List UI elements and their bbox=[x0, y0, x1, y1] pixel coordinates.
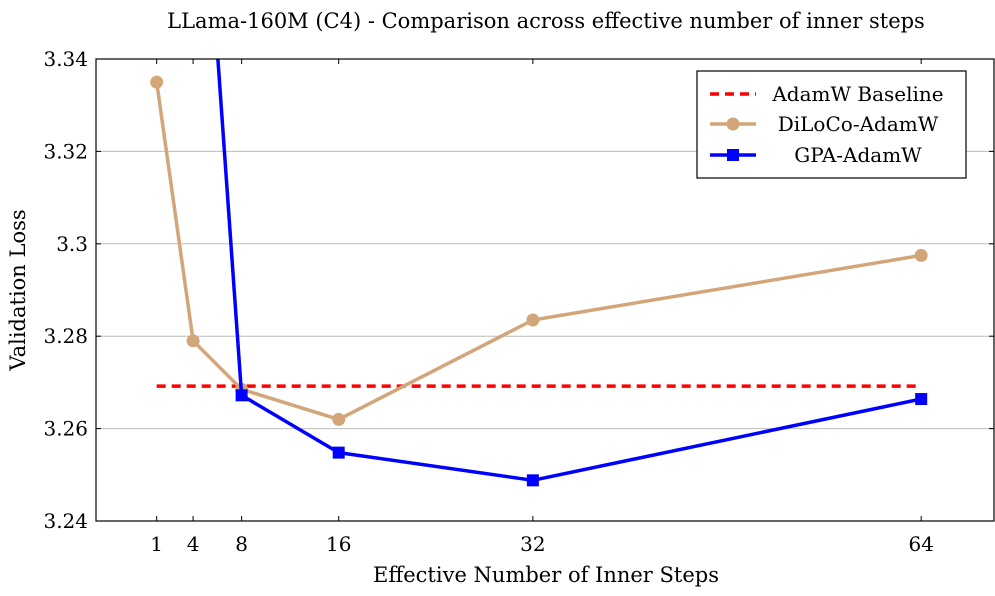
x-tick-label: 8 bbox=[235, 532, 248, 556]
legend-label-gpa-adamw: GPA-AdamW bbox=[794, 143, 922, 167]
legend-label-adamw-baseline: AdamW Baseline bbox=[771, 82, 943, 106]
legend-entry-diloco-adamw: DiLoCo-AdamW bbox=[710, 112, 939, 136]
plot-area-frame bbox=[95, 58, 995, 522]
legend: AdamW Baseline DiLoCo-AdamW GPA-AdamW bbox=[696, 70, 967, 179]
y-axis-label: Validation Loss bbox=[6, 209, 30, 371]
y-tick-label: 3.28 bbox=[43, 324, 88, 348]
data-point-gpa-adamw bbox=[526, 474, 539, 487]
y-tick-label: 3.3 bbox=[56, 232, 88, 256]
chart-title: LLama-160M (C4) - Comparison across effe… bbox=[167, 9, 925, 33]
x-tick-label: 32 bbox=[520, 532, 545, 556]
legend-entry-gpa-adamw: GPA-AdamW bbox=[710, 143, 922, 167]
data-point-diloco-adamw bbox=[332, 412, 346, 426]
legend-marker-diloco-adamw bbox=[726, 117, 740, 131]
x-tick-label: 16 bbox=[326, 532, 351, 556]
series-line-diloco-adamw bbox=[154, 81, 922, 422]
y-axis-ticks: 3.24 3.26 3.28 3.3 3.32 3.34 bbox=[43, 47, 994, 533]
data-point-diloco-adamw bbox=[150, 75, 164, 89]
x-tick-label: 64 bbox=[908, 532, 933, 556]
legend-label-diloco-adamw: DiLoCo-AdamW bbox=[778, 112, 939, 136]
data-point-diloco-adamw bbox=[526, 313, 540, 327]
x-axis-label: Effective Number of Inner Steps bbox=[373, 563, 719, 587]
data-point-diloco-adamw bbox=[186, 334, 200, 348]
legend-marker-gpa-adamw bbox=[727, 149, 739, 161]
y-tick-label: 3.32 bbox=[43, 139, 88, 163]
y-tick-label: 3.34 bbox=[43, 47, 88, 71]
data-point-gpa-adamw bbox=[332, 446, 345, 459]
legend-entry-adamw-baseline: AdamW Baseline bbox=[710, 82, 944, 106]
y-tick-label: 3.26 bbox=[43, 417, 88, 441]
x-axis-ticks: 1 4 8 16 32 64 bbox=[150, 59, 934, 556]
x-tick-label: 1 bbox=[150, 532, 163, 556]
data-point-diloco-adamw bbox=[914, 248, 928, 262]
data-point-gpa-adamw bbox=[915, 393, 928, 406]
grid-lines bbox=[96, 150, 994, 430]
y-tick-label: 3.24 bbox=[43, 509, 88, 533]
data-point-gpa-adamw bbox=[235, 389, 248, 402]
plot-series bbox=[150, 59, 928, 487]
x-tick-label: 4 bbox=[187, 532, 200, 556]
